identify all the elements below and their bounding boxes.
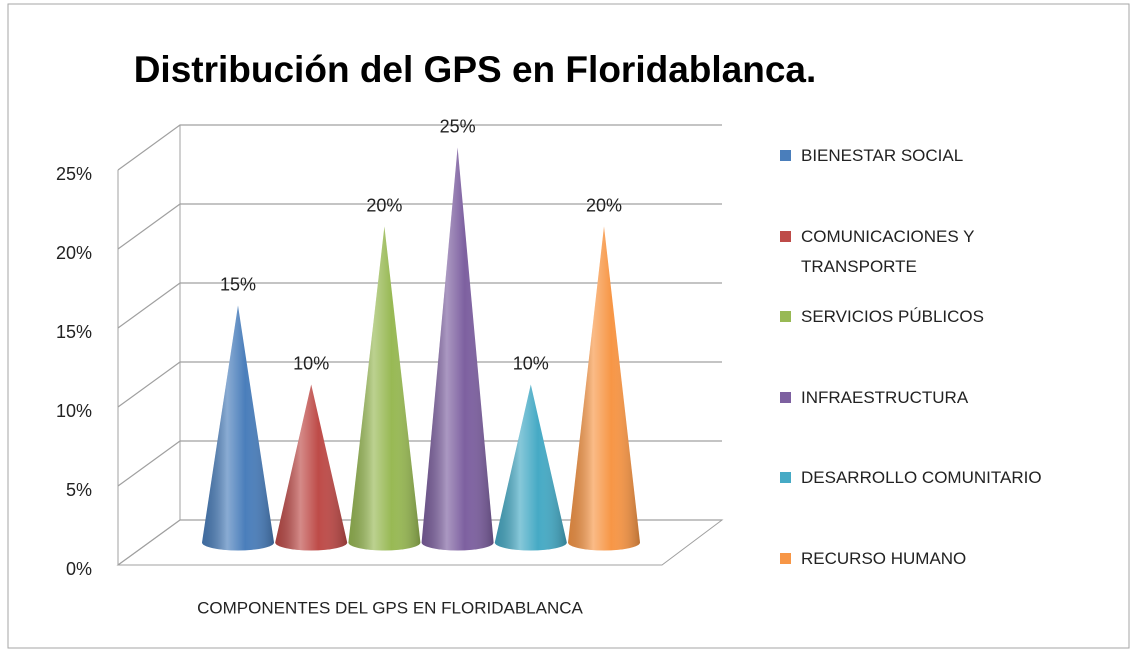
legend-entry: DESARROLLO COMUNITARIO (780, 463, 1100, 493)
y-tick-label: 20% (56, 243, 92, 263)
cone-shine (348, 226, 421, 551)
grid-line (117, 361, 722, 408)
legend-entry: BIENESTAR SOCIAL (780, 141, 1100, 171)
x-axis-label: COMPONENTES DEL GPS EN FLORIDABLANCA (197, 598, 583, 617)
y-tick-label: 10% (56, 401, 92, 421)
data-label: 10% (293, 353, 329, 373)
legend-swatch (780, 552, 791, 564)
legend-label: COMUNICACIONES Y TRANSPORTE (801, 226, 975, 276)
grid-line (117, 282, 722, 329)
y-tick-label: 15% (56, 322, 92, 342)
data-label: 10% (513, 353, 549, 373)
legend-label: SERVICIOS PÚBLICOS (801, 307, 984, 326)
legend-swatch (780, 311, 791, 322)
legend-label: DESARROLLO COMUNITARIO (801, 468, 1042, 487)
data-label: 15% (220, 274, 256, 294)
legend-entry: INFRAESTRUCTURA (780, 383, 1100, 413)
legend-label: BIENESTAR SOCIAL (801, 146, 964, 165)
legend-entry: RECURSO HUMANO (780, 544, 1100, 574)
y-tick-label: 0% (66, 559, 92, 579)
legend-entry: COMUNICACIONES Y TRANSPORTE (780, 222, 1100, 282)
cone-shine (568, 226, 640, 551)
grid-line (117, 124, 722, 171)
legend-swatch (780, 230, 791, 242)
data-label: 20% (366, 195, 402, 215)
legend-swatch (780, 472, 791, 483)
legend-swatch (780, 150, 791, 161)
chart-title: Distribución del GPS en Floridablanca. (134, 49, 817, 90)
cone-shine (275, 384, 348, 551)
legend-entry: SERVICIOS PÚBLICOS (780, 302, 1100, 332)
y-tick-label: 5% (66, 480, 92, 500)
data-label: 25% (440, 116, 476, 136)
legend-swatch (780, 391, 791, 403)
legend-label: RECURSO HUMANO (801, 548, 967, 568)
grid-line (117, 203, 722, 250)
cone-shine (202, 305, 274, 551)
data-label: 20% (586, 195, 622, 215)
legend-label: INFRAESTRUCTURA (801, 387, 969, 407)
y-tick-label: 25% (56, 164, 92, 184)
cone-shine (421, 147, 494, 551)
cone-shine (494, 384, 567, 551)
